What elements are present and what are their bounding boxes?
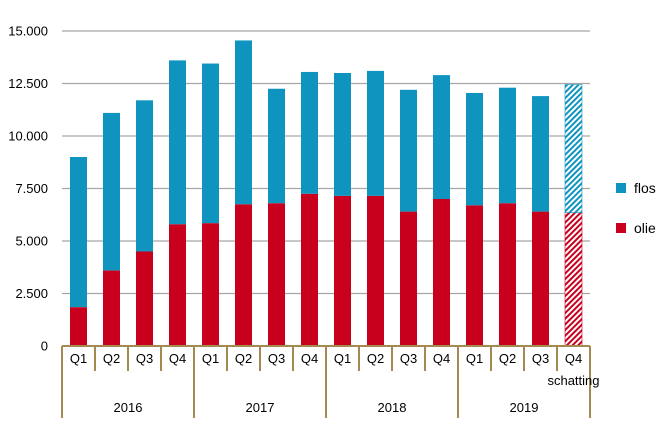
bar-flos [70, 157, 87, 308]
x-tick-label: Q2 [235, 351, 252, 366]
legend-label-olie: olie [634, 220, 656, 236]
bar-flos [367, 70, 384, 196]
bar-flos [334, 73, 351, 196]
bar-olie [400, 211, 417, 346]
x-tick-label: Q4 [301, 351, 318, 366]
bar-flos [136, 100, 153, 252]
bar-olie [334, 195, 351, 346]
bar-olie [103, 270, 120, 346]
bar-flos [103, 112, 120, 271]
x-tick-label: Q3 [136, 351, 153, 366]
bar-flos [235, 40, 252, 205]
bar-flos [400, 89, 417, 212]
bar-olie [202, 223, 219, 346]
legend-swatch-flos [616, 183, 626, 193]
x-tick-label: Q3 [400, 351, 417, 366]
bar-flos [499, 87, 516, 204]
bar-flos [466, 92, 483, 206]
x-tick-label: Q1 [466, 351, 483, 366]
y-tick-label: 15.000 [8, 24, 48, 39]
legend-item-olie: olie [616, 218, 656, 238]
x-group-label: 2018 [378, 400, 407, 415]
bar-olie [301, 193, 318, 346]
x-tick-label: Q1 [70, 351, 87, 366]
bar-olie [433, 199, 450, 346]
bar-flos [268, 88, 285, 204]
y-tick-label: 7.500 [15, 181, 48, 196]
x-tick-label: Q4 [433, 351, 450, 366]
bars [70, 40, 583, 347]
legend: flos olie [616, 178, 656, 238]
y-tick-label: 0 [41, 339, 48, 354]
bar-olie [268, 203, 285, 346]
x-tick-label: Q4 [169, 351, 186, 366]
x-tick-label: Q2 [103, 351, 120, 366]
x-tick-label: Q2 [367, 351, 384, 366]
bar-flos [202, 63, 219, 224]
y-tick-label: 5.000 [15, 234, 48, 249]
x-tick-label: Q4 [565, 351, 582, 366]
bar-olie [70, 307, 87, 346]
bar-flos [169, 60, 186, 225]
x-group-label: 2017 [246, 400, 275, 415]
x-axis: Q1 Q2 Q3 Q4 Q1 Q2 Q3 Q4 Q1 Q2 Q3 Q4 Q1 Q2 Q3 Q4 schattin… [61, 345, 600, 418]
legend-item-flos: flos [616, 178, 656, 198]
x-tick-label: Q2 [499, 351, 516, 366]
x-tick-label: Q3 [532, 351, 549, 366]
x-tick-label: Q1 [334, 351, 351, 366]
bar-olie-estimate [564, 212, 583, 347]
legend-swatch-olie [616, 223, 626, 233]
y-tick-label: 10.000 [8, 129, 48, 144]
bar-olie [532, 211, 549, 346]
x-tick-label: Q3 [268, 351, 285, 366]
x-sublabel: schatting [547, 373, 599, 388]
y-axis-tick-labels: 0 2.500 5.000 7.500 10.000 12.500 15.000 [8, 24, 48, 354]
bar-olie [466, 205, 483, 346]
x-group-label: 2019 [510, 400, 539, 415]
bar-olie [169, 224, 186, 346]
bar-flos [301, 71, 318, 194]
x-group-label: 2016 [114, 400, 143, 415]
bar-olie [136, 251, 153, 346]
x-tick-label: Q1 [202, 351, 219, 366]
bar-olie [235, 204, 252, 346]
y-tick-label: 12.500 [8, 76, 48, 91]
bar-flos [532, 96, 549, 212]
bar-olie [499, 203, 516, 346]
bar-flos-estimate [564, 84, 583, 213]
bar-olie [367, 195, 384, 346]
legend-label-flos: flos [634, 180, 656, 196]
bar-flos [433, 75, 450, 199]
y-tick-label: 2.500 [15, 286, 48, 301]
